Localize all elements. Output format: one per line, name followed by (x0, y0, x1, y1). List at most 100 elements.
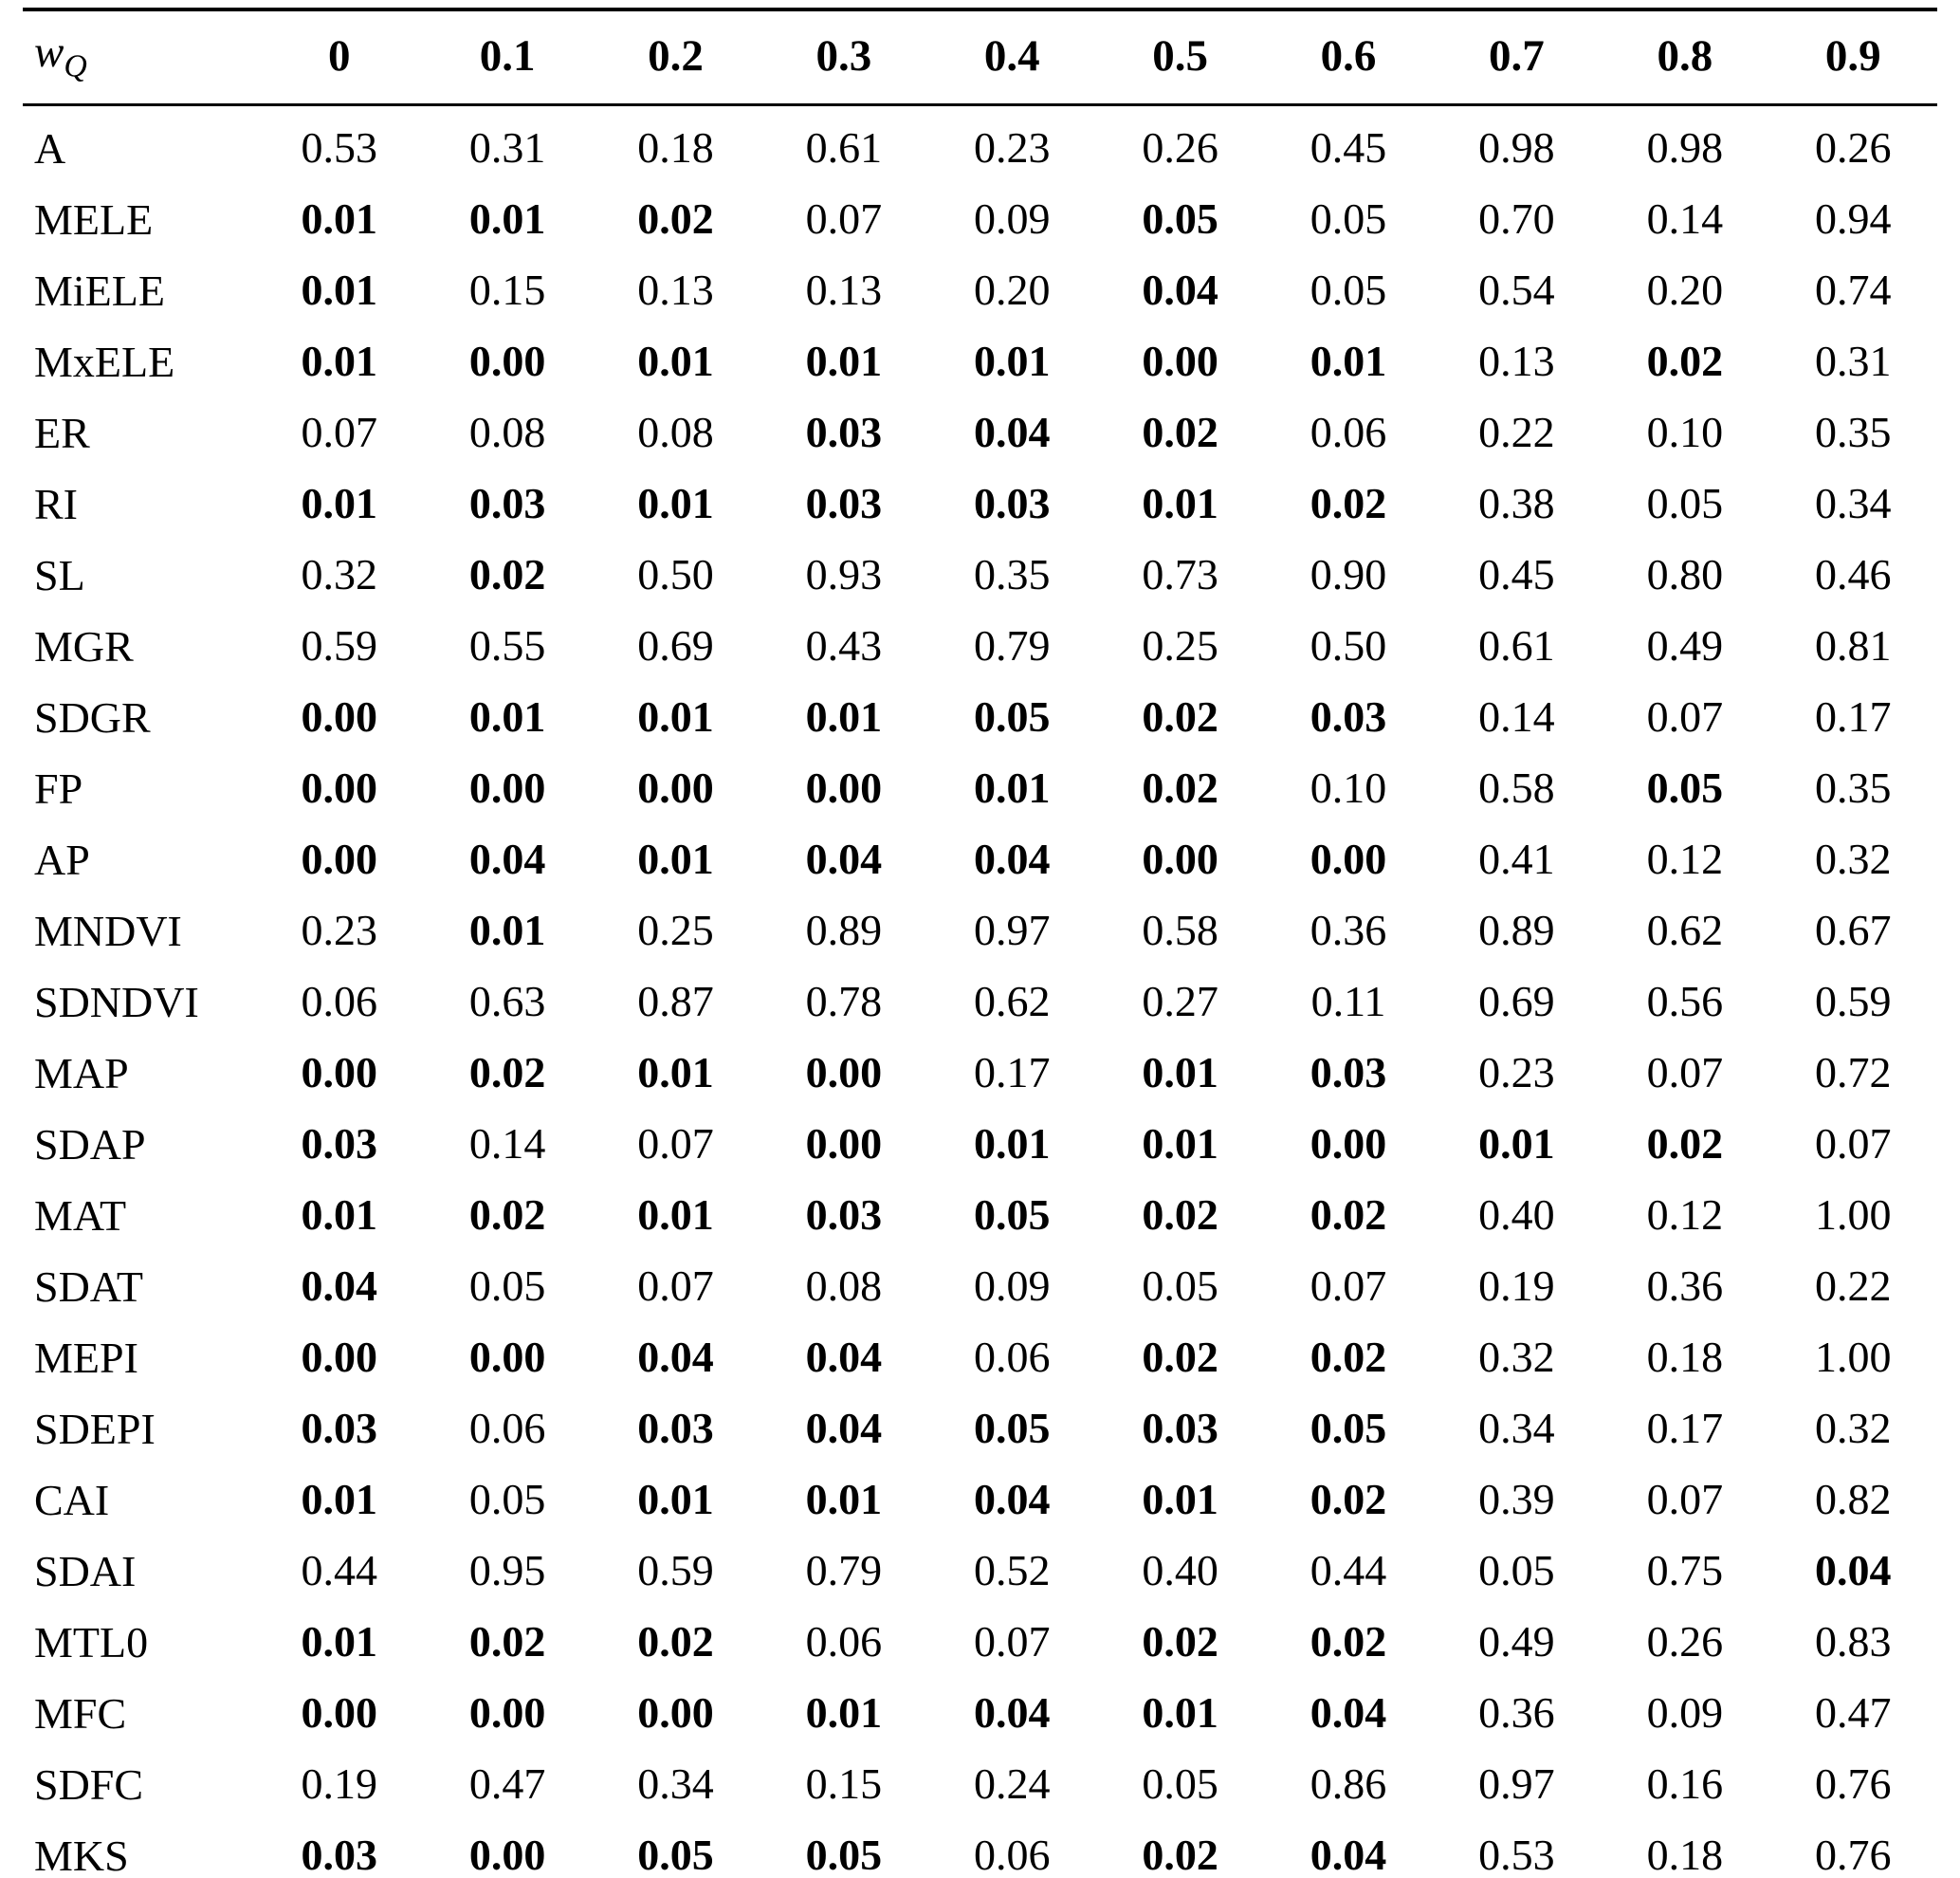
cell-MAP-0.4: 0.17 (974, 1048, 1051, 1097)
column-header-0.9: 0.9 (1768, 9, 1937, 107)
cell-MEPI-0.1: 0.00 (468, 1333, 546, 1382)
cell-SDNDVI-0: 0.06 (301, 977, 377, 1026)
cell-MAP-0.5: 0.01 (1142, 1048, 1218, 1097)
table-row-SDAP: SDAP 0.03 0.14 0.07 0.00 0.01 0.01 0.00 0.01 0.02… (23, 1109, 1937, 1180)
cell-MELE-0.9: 0.94 (1815, 194, 1892, 244)
cell-MAT-0.4: 0.05 (974, 1190, 1051, 1240)
cell-MELE-0.2: 0.02 (637, 194, 714, 244)
cell-MAP-0.3: 0.00 (805, 1048, 883, 1097)
corner-header-wq: wQ (23, 9, 255, 107)
table-row-MxELE: MxELE 0.01 0.00 0.01 0.01 0.01 0.00 0.01 0.13 0.0… (23, 326, 1937, 397)
cell-MiELE-0: 0.01 (301, 266, 377, 315)
cell-MNDVI-0: 0.23 (301, 906, 377, 955)
row-label-MKS: MKS (34, 1832, 129, 1878)
cell-FP-0.5: 0.02 (1142, 764, 1218, 813)
cell-MTL0-0.5: 0.02 (1142, 1617, 1218, 1666)
cell-MNDVI-0.1: 0.01 (468, 906, 546, 955)
cell-MNDVI-0.4: 0.97 (974, 906, 1051, 955)
cell-MxELE-0.9: 0.31 (1815, 337, 1892, 386)
table-row-ER: ER 0.07 0.08 0.08 0.03 0.04 0.02 0.06 0.22 0.10 0.… (23, 397, 1937, 469)
column-header-0.4: 0.4 (927, 9, 1096, 107)
cell-A-0.6: 0.45 (1310, 123, 1387, 173)
cell-SDFC-0.7: 0.97 (1478, 1759, 1555, 1809)
row-label-MAP: MAP (34, 1049, 129, 1098)
cell-MFC-0.1: 0.00 (468, 1688, 546, 1738)
cell-CAI-0.3: 0.01 (805, 1475, 883, 1524)
cell-A-0.2: 0.18 (637, 123, 714, 173)
cell-MAP-0.7: 0.23 (1478, 1048, 1555, 1097)
cell-SDGR-0.7: 0.14 (1478, 692, 1555, 742)
cell-SDFC-0.1: 0.47 (468, 1759, 546, 1809)
cell-SDFC-0.8: 0.16 (1646, 1759, 1724, 1809)
table-row-RI: RI 0.01 0.03 0.01 0.03 0.03 0.01 0.02 0.38 0.05 0.… (23, 469, 1937, 540)
cell-MEPI-0.2: 0.04 (637, 1333, 714, 1382)
cell-SDEPI-0.1: 0.06 (468, 1404, 546, 1453)
cell-SDAP-0.5: 0.01 (1142, 1119, 1218, 1169)
cell-SL-0.6: 0.90 (1310, 550, 1387, 599)
column-header-0.2: 0.2 (591, 9, 760, 107)
cell-MAT-0.2: 0.01 (637, 1190, 714, 1240)
cell-MxELE-0: 0.01 (301, 337, 377, 386)
cell-MFC-0.6: 0.04 (1310, 1688, 1387, 1738)
cell-SDAI-0.7: 0.05 (1478, 1546, 1555, 1595)
cell-SDNDVI-0.9: 0.59 (1815, 977, 1892, 1026)
cell-MTL0-0.7: 0.49 (1478, 1617, 1555, 1666)
cell-SL-0.3: 0.93 (805, 550, 883, 599)
cell-SDAI-0.9: 0.04 (1815, 1546, 1892, 1595)
cell-A-0.3: 0.61 (805, 123, 883, 173)
cell-MNDVI-0.9: 0.67 (1815, 906, 1892, 955)
cell-MNDVI-0.5: 0.58 (1142, 906, 1218, 955)
cell-MNDVI-0.6: 0.36 (1310, 906, 1387, 955)
cell-SDGR-0: 0.00 (301, 692, 377, 742)
cell-CAI-0.8: 0.07 (1646, 1475, 1724, 1524)
row-label-SL: SL (34, 551, 85, 600)
cell-MAT-0.7: 0.40 (1478, 1190, 1555, 1240)
cell-MELE-0.3: 0.07 (805, 194, 883, 244)
cell-SDNDVI-0.5: 0.27 (1142, 977, 1218, 1026)
cell-A-0.8: 0.98 (1646, 123, 1724, 173)
cell-MEPI-0.6: 0.02 (1310, 1333, 1387, 1382)
cell-ER-0.7: 0.22 (1478, 408, 1555, 457)
row-label-AP: AP (34, 836, 90, 885)
cell-MTL0-0.9: 0.83 (1815, 1617, 1892, 1666)
cell-RI-0.3: 0.03 (805, 479, 883, 528)
cell-MxELE-0.2: 0.01 (637, 337, 714, 386)
cell-MKS-0.3: 0.05 (805, 1831, 883, 1878)
cell-SL-0.8: 0.80 (1646, 550, 1724, 599)
cell-SDAP-0.7: 0.01 (1478, 1119, 1555, 1169)
cell-MxELE-0.4: 0.01 (974, 337, 1051, 386)
cell-A-0.4: 0.23 (974, 123, 1051, 173)
cell-MTL0-0.1: 0.02 (468, 1617, 546, 1666)
cell-SDFC-0.5: 0.05 (1142, 1759, 1218, 1809)
cell-MAP-0: 0.00 (301, 1048, 377, 1097)
cell-MTL0-0.3: 0.06 (805, 1617, 883, 1666)
cell-MEPI-0: 0.00 (301, 1333, 377, 1382)
cell-SDNDVI-0.4: 0.62 (974, 977, 1051, 1026)
row-label-SDGR: SDGR (34, 693, 151, 743)
cell-SDGR-0.9: 0.17 (1815, 692, 1892, 742)
table-row-MFC: MFC 0.00 0.00 0.00 0.01 0.04 0.01 0.04 0.36 0.09 0… (23, 1678, 1937, 1749)
cell-SDAI-0.2: 0.59 (637, 1546, 714, 1595)
cell-MNDVI-0.3: 0.89 (805, 906, 883, 955)
column-header-0.6: 0.6 (1264, 9, 1433, 107)
cell-MGR-0.6: 0.50 (1310, 621, 1387, 671)
cell-FP-0.4: 0.01 (974, 764, 1051, 813)
cell-FP-0.2: 0.00 (637, 764, 714, 813)
cell-ER-0.9: 0.35 (1815, 408, 1892, 457)
cell-A-0.7: 0.98 (1478, 123, 1555, 173)
table-row-MAT: MAT 0.01 0.02 0.01 0.03 0.05 0.02 0.02 0.40 0.12 1… (23, 1180, 1937, 1251)
table-row-MGR: MGR 0.59 0.55 0.69 0.43 0.79 0.25 0.50 0.61 0.49 0… (23, 611, 1937, 682)
table-row-MKS: MKS 0.03 0.00 0.05 0.05 0.06 0.02 0.04 0.53 0.18 0… (23, 1820, 1937, 1878)
cell-AP-0.3: 0.04 (805, 835, 883, 884)
cell-MxELE-0.7: 0.13 (1478, 337, 1555, 386)
header-row: wQ 0 0.1 0.2 0.3 0.4 0.5 0.6 0.7 0.8 0.9 (23, 9, 1937, 107)
cell-SL-0.2: 0.50 (637, 550, 714, 599)
cell-SDGR-0.1: 0.01 (468, 692, 546, 742)
cell-MELE-0.5: 0.05 (1142, 194, 1218, 244)
row-label-MiELE: MiELE (34, 267, 165, 316)
cell-MTL0-0.2: 0.02 (637, 1617, 714, 1666)
cell-MNDVI-0.7: 0.89 (1478, 906, 1555, 955)
cell-CAI-0.1: 0.05 (468, 1475, 546, 1524)
cell-CAI-0.5: 0.01 (1142, 1475, 1218, 1524)
row-label-MFC: MFC (34, 1689, 127, 1739)
